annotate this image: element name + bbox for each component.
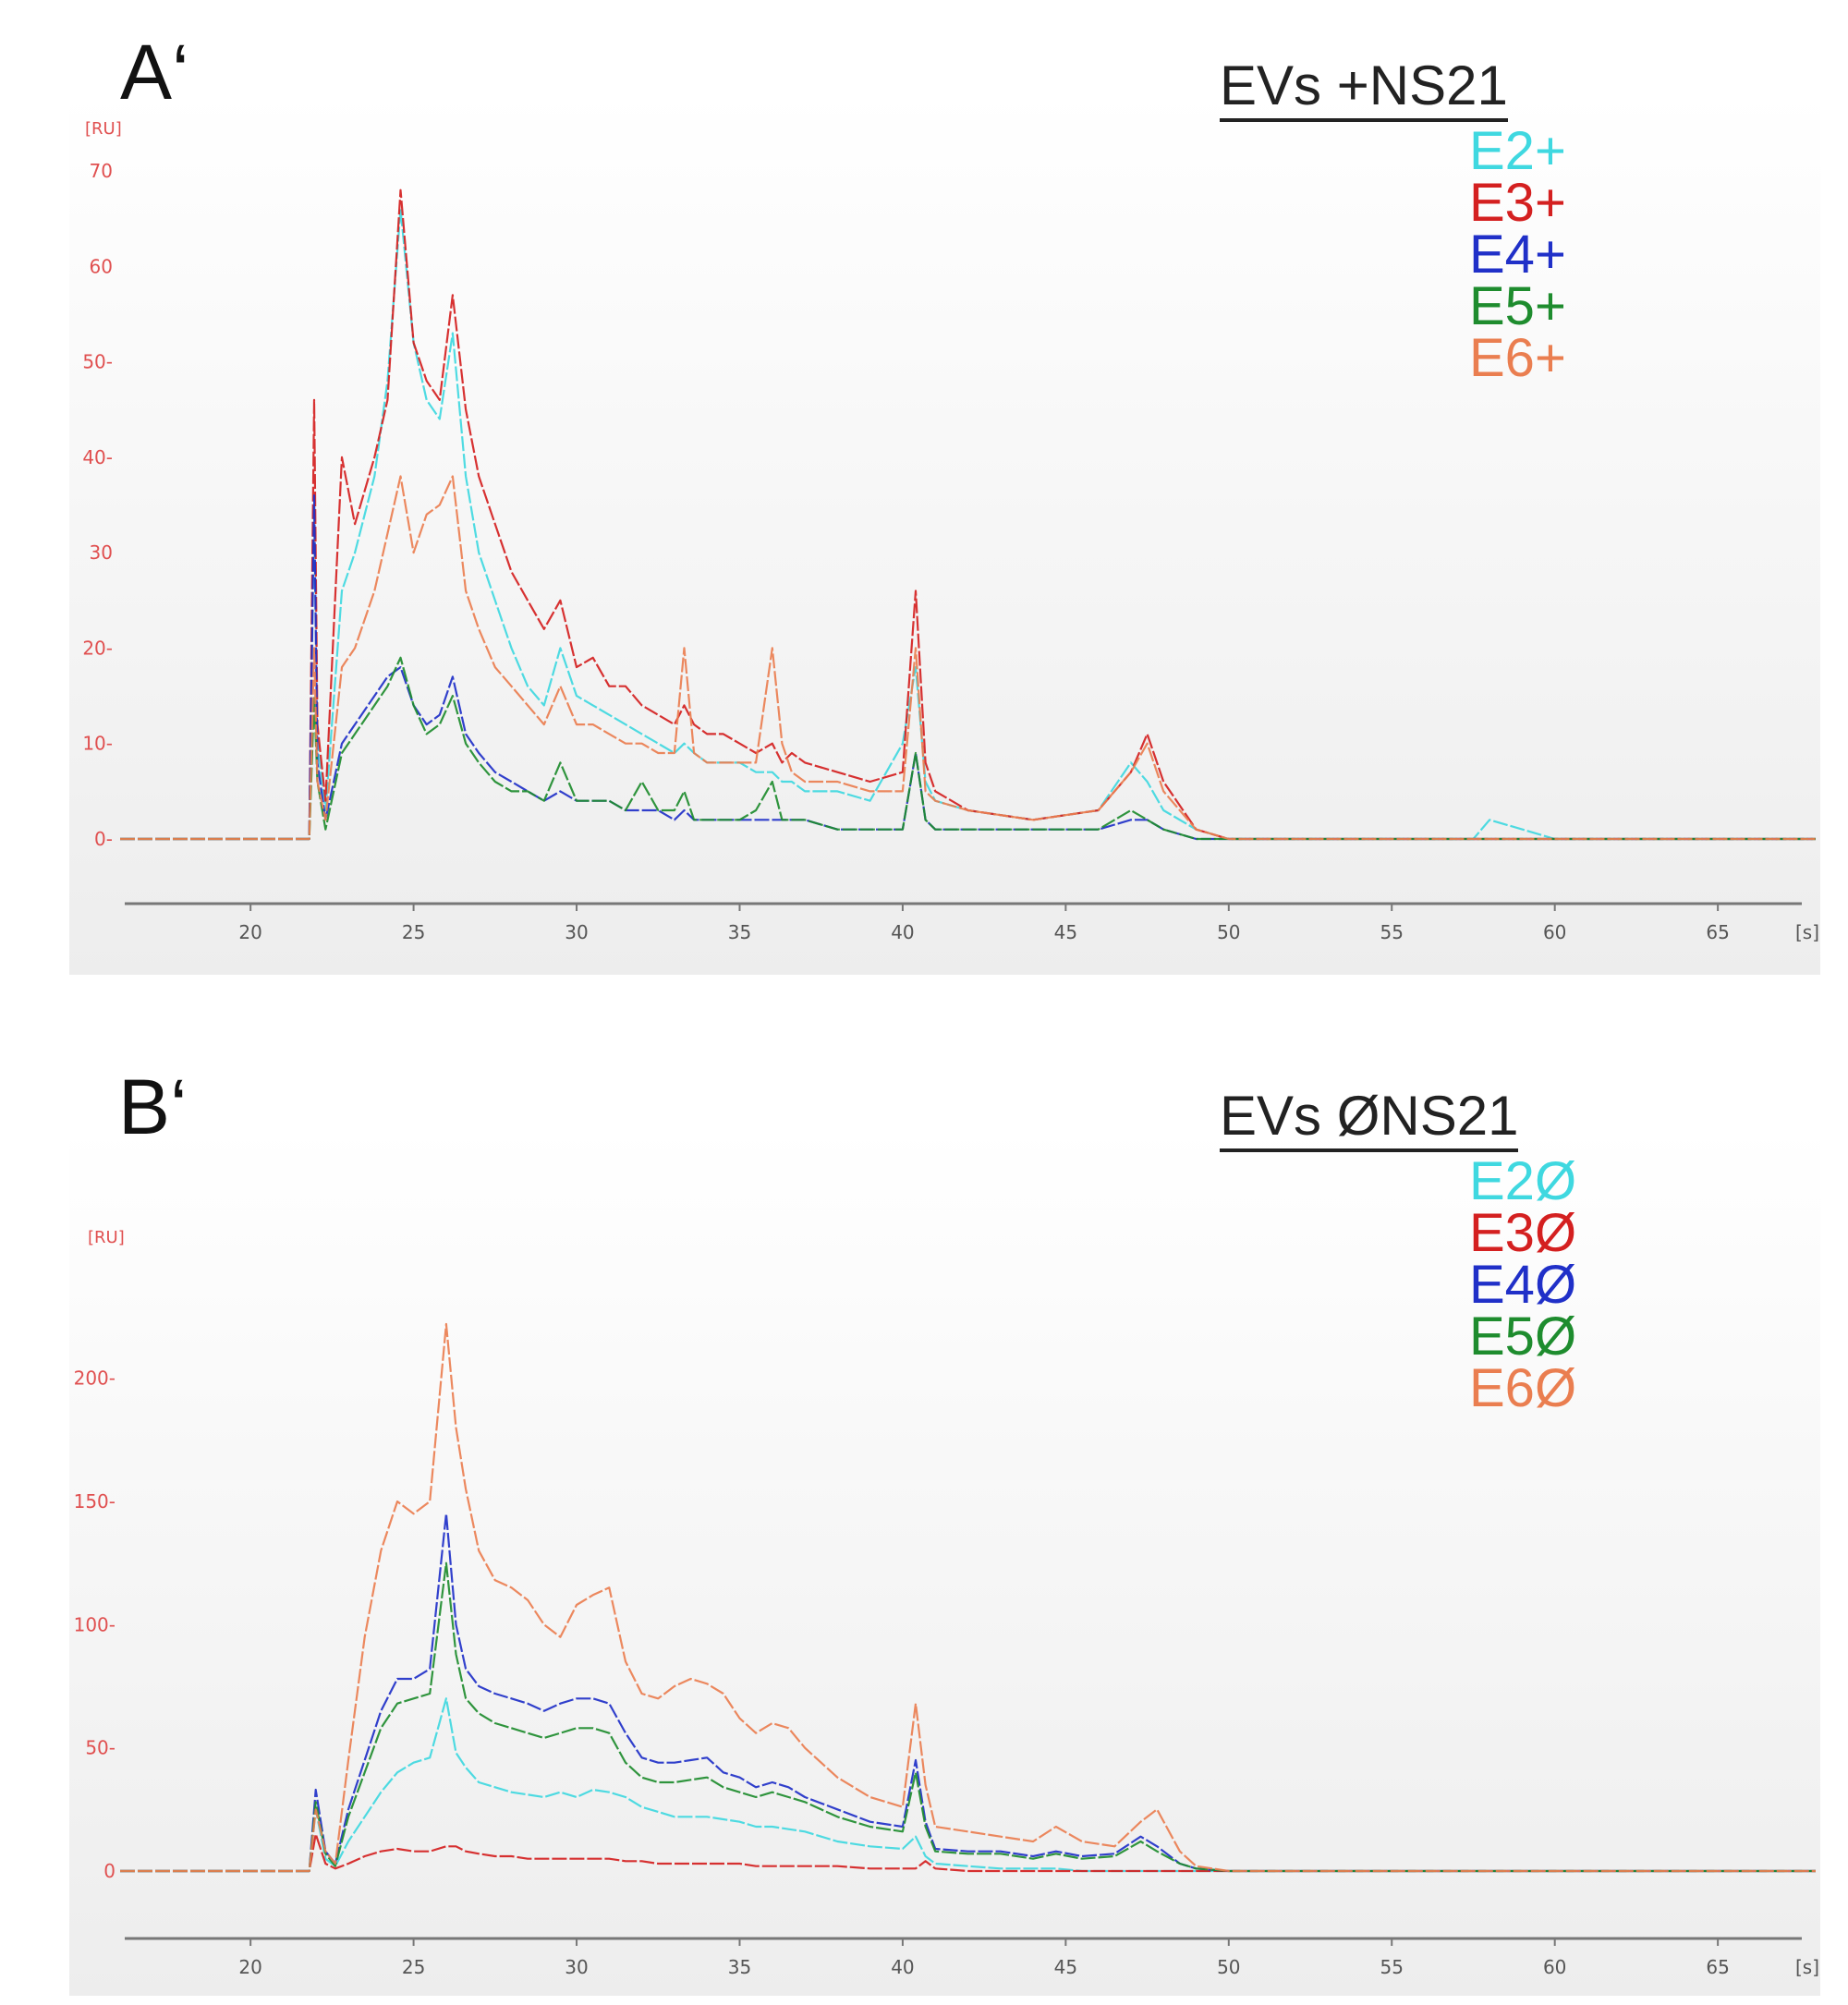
- y-tick-label-a: 10-: [82, 733, 113, 755]
- legend-a-item-e5: E5+: [1469, 276, 1566, 336]
- plot-background-b: [69, 1127, 1820, 1996]
- x-tick-label-a: 35: [728, 921, 751, 943]
- series-line-b-5: [120, 1561, 1816, 1873]
- x-tick-label-b: 20: [238, 1956, 261, 1978]
- x-unit-label-b: [s]: [1795, 1956, 1819, 1978]
- x-tick-label-b: 30: [565, 1956, 588, 1978]
- x-tick-label-b: 50: [1217, 1956, 1240, 1978]
- legend-b-title: EVs ØNS21: [1220, 1086, 1519, 1152]
- x-tick-label-b: 40: [891, 1956, 914, 1978]
- x-tick-label-a: 45: [1054, 921, 1077, 943]
- x-tick-label-a: 65: [1706, 921, 1729, 943]
- y-tick-label-a: 70: [90, 160, 113, 182]
- x-tick-label-b: 55: [1380, 1956, 1404, 1978]
- series-line-b-4: [120, 1513, 1816, 1873]
- y-tick-label-b: 200-: [74, 1367, 116, 1390]
- legend-b-item-e2: E2Ø: [1469, 1151, 1577, 1211]
- legend-a-item-e2: E2+: [1469, 121, 1566, 181]
- series-line-a-5: [120, 656, 1816, 841]
- x-tick-label-b: 65: [1706, 1956, 1729, 1978]
- y-tick-label-a: 20-: [82, 637, 113, 659]
- legend-b-item-e4: E4Ø: [1469, 1255, 1577, 1315]
- series-line-b-6: [120, 1322, 1816, 1873]
- legend-b-item-e3: E3Ø: [1469, 1203, 1577, 1263]
- y-tick-label-a: 50-: [82, 351, 113, 373]
- y-unit-label-b: [RU]: [88, 1228, 125, 1247]
- legend-a-item-e4: E4+: [1469, 225, 1566, 285]
- x-tick-label-a: 30: [565, 921, 588, 943]
- chart-a-svg: [RU] 0- 10- 20- 30 40- 50- 60 70 20 25 30 35 40 45 50 55…: [69, 92, 1820, 975]
- series-line-a-2: [120, 208, 1816, 841]
- x-tick-label-a: 50: [1217, 921, 1240, 943]
- plot-background-a: [69, 92, 1820, 975]
- series-line-a-4: [120, 494, 1816, 841]
- chart-b-svg: [RU] 0 50- 100- 150- 200- 20 25 30 35 40 45 50 55 60 65…: [69, 1127, 1820, 1996]
- panel-a-letter: A‘: [120, 29, 189, 115]
- y-tick-label-a: 30: [90, 541, 113, 564]
- y-tick-label-a: 40-: [82, 446, 113, 468]
- y-unit-label-a: [RU]: [85, 119, 122, 139]
- x-tick-label-b: 35: [728, 1956, 751, 1978]
- series-line-a-6: [120, 475, 1816, 841]
- chart-panel-a: [RU] 0- 10- 20- 30 40- 50- 60 70 20 25 30 35 40 45 50 55…: [0, 0, 1848, 998]
- x-tick-label-b: 25: [402, 1956, 425, 1978]
- x-tick-label-a: 55: [1380, 921, 1404, 943]
- panel-b-letter: B‘: [118, 1063, 188, 1150]
- y-tick-label-b: 100-: [74, 1613, 116, 1635]
- y-tick-label-b: 0: [103, 1860, 116, 1882]
- x-tick-label-b: 45: [1054, 1956, 1077, 1978]
- series-line-a-3: [120, 188, 1816, 841]
- legend-b-items: E2Ø E3Ø E4Ø E5Ø E6Ø: [1220, 1151, 1577, 1418]
- x-tick-label-a: 60: [1543, 921, 1566, 943]
- y-tick-label-b: 50-: [85, 1737, 116, 1759]
- legend-a-item-e6: E6+: [1469, 328, 1566, 388]
- y-tick-label-a: 60: [90, 255, 113, 277]
- legend-a-item-e3: E3+: [1469, 173, 1566, 233]
- x-tick-label-b: 60: [1543, 1956, 1566, 1978]
- legend-a-items: E2+ E3+ E4+ E5+ E6+: [1220, 121, 1566, 388]
- legend-a: EVs +NS21 E2+ E3+ E4+ E5+ E6+: [1220, 55, 1566, 388]
- legend-b-item-e5: E5Ø: [1469, 1306, 1577, 1367]
- x-tick-label-a: 40: [891, 921, 914, 943]
- x-unit-label-a: [s]: [1795, 921, 1819, 943]
- legend-a-title: EVs +NS21: [1220, 55, 1508, 122]
- y-tick-label-a: 0-: [94, 828, 113, 850]
- legend-b-item-e6: E6Ø: [1469, 1358, 1577, 1418]
- legend-b: EVs ØNS21 E2Ø E3Ø E4Ø E5Ø E6Ø: [1220, 1086, 1577, 1418]
- x-tick-label-a: 25: [402, 921, 425, 943]
- x-tick-label-a: 20: [238, 921, 261, 943]
- chart-panel-b: [RU] 0 50- 100- 150- 200- 20 25 30 35 40 45 50 55 60 65…: [0, 1026, 1848, 2005]
- y-tick-label-b: 150-: [74, 1490, 116, 1513]
- series-line-b-3: [120, 1832, 1816, 1873]
